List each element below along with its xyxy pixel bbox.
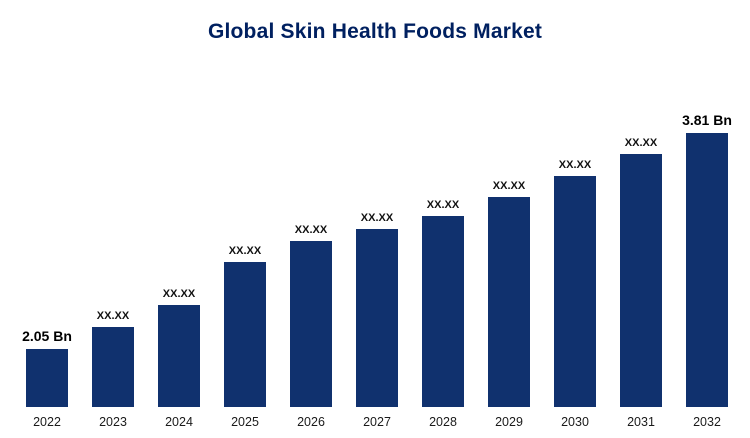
bar-group: XX.XX 2023	[80, 60, 146, 430]
bar	[26, 349, 68, 407]
bar-group: XX.XX 2029	[476, 60, 542, 430]
bar	[620, 154, 662, 407]
bar-value-label: XX.XX	[426, 199, 460, 211]
bar	[158, 305, 200, 407]
bar	[422, 216, 464, 407]
bar-group: XX.XX 2027	[344, 60, 410, 430]
x-tick-label: 2024	[165, 415, 193, 429]
chart-title: Global Skin Health Foods Market	[207, 20, 543, 43]
bar-group: XX.XX 2031	[608, 60, 674, 430]
bar-group: XX.XX 2030	[542, 60, 608, 430]
bar-value-label: 3.81 Bn	[682, 112, 732, 128]
bar	[554, 176, 596, 407]
bar-value-label: 2.05 Bn	[22, 328, 72, 344]
x-tick-label: 2031	[627, 415, 655, 429]
bar-group: 2.05 Bn 2022	[14, 60, 80, 430]
bar-group: XX.XX 2028	[410, 60, 476, 430]
bar-group: XX.XX 2025	[212, 60, 278, 430]
bar-group: XX.XX 2026	[278, 60, 344, 430]
bar	[488, 197, 530, 407]
x-tick-label: 2029	[495, 415, 523, 429]
bar-value-label: XX.XX	[162, 288, 196, 300]
x-tick-label: 2023	[99, 415, 127, 429]
bar-value-label: XX.XX	[228, 245, 262, 257]
bar-group: 3.81 Bn 2032	[674, 60, 740, 430]
bar	[356, 229, 398, 407]
bar	[224, 262, 266, 407]
x-tick-label: 2025	[231, 415, 259, 429]
x-tick-label: 2026	[297, 415, 325, 429]
x-tick-label: 2022	[33, 415, 61, 429]
bar	[290, 241, 332, 407]
bar-value-label: XX.XX	[492, 180, 526, 192]
bar	[686, 133, 728, 407]
x-tick-label: 2027	[363, 415, 391, 429]
bar-chart: 2.05 Bn 2022 XX.XX 2023 XX.XX 2024 XX.XX 2025 XX…	[14, 60, 740, 430]
bar-group: XX.XX 2024	[146, 60, 212, 430]
bar-value-label: XX.XX	[294, 224, 328, 236]
bar-value-label: XX.XX	[624, 137, 658, 149]
bar-value-label: XX.XX	[360, 212, 394, 224]
bar-value-label: XX.XX	[558, 159, 592, 171]
x-tick-label: 2032	[693, 415, 721, 429]
x-tick-label: 2030	[561, 415, 589, 429]
bar-value-label: XX.XX	[96, 310, 130, 322]
bar	[92, 327, 134, 407]
x-tick-label: 2028	[429, 415, 457, 429]
